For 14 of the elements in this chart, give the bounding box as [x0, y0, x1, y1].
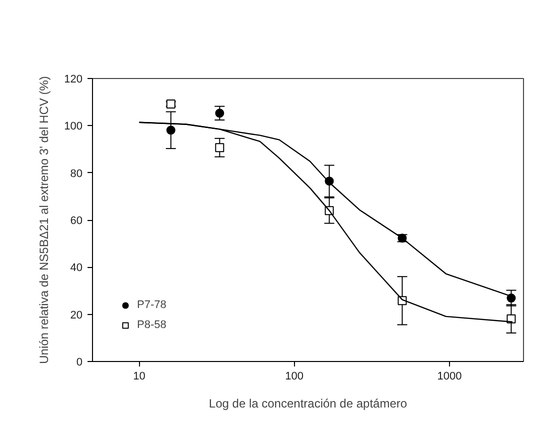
- legend-label: P7-78: [137, 299, 166, 311]
- x-tick-label: 1000: [437, 370, 462, 382]
- y-tick-label: 0: [76, 356, 83, 368]
- legend-label: P8-58: [137, 319, 166, 331]
- x-axis-title: Log de la concentración de aptámero: [208, 396, 408, 410]
- x-tick-label: 10: [133, 370, 146, 382]
- y-tick-label: 40: [70, 262, 83, 274]
- y-tick-label: 60: [70, 215, 83, 227]
- y-tick-label: 80: [70, 168, 83, 180]
- y-tick-label: 20: [70, 309, 83, 322]
- y-tick-label: 120: [64, 74, 83, 86]
- y-tick-label: 100: [64, 120, 83, 133]
- y-axis-title: Unión relativa de NS5BΔ21 al extremo 3' del HCV (%): [37, 76, 52, 364]
- x-tick-label: 100: [285, 370, 304, 382]
